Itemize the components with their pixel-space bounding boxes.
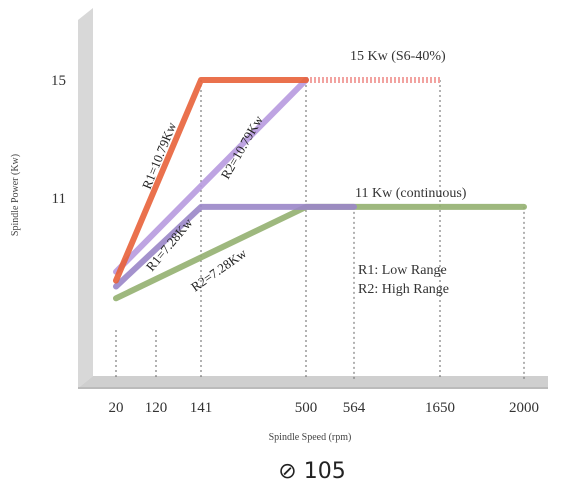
x-tick-500: 500: [295, 400, 318, 416]
annotation-r1-range: R1: Low Range: [358, 263, 447, 278]
x-tick-564: 564: [343, 400, 366, 416]
x-tick-120: 120: [145, 400, 168, 416]
chart-frame-left: [78, 8, 93, 388]
x-axis-label: Spindle Speed (rpm): [269, 432, 352, 443]
annotation-r2-range: R2: High Range: [358, 282, 449, 297]
x-tick-labels: 20 120 141 500 564 1650 2000: [109, 400, 540, 416]
y-tick-15: 15: [51, 73, 66, 89]
gridlines: [115, 80, 525, 380]
y-tick-11: 11: [52, 191, 66, 207]
series-line-1: [113, 77, 309, 275]
series-line-2: [113, 203, 357, 290]
x-tick-2000: 2000: [509, 400, 539, 416]
annotation-15kw: 15 Kw (S6-40%): [350, 49, 446, 64]
x-tick-20: 20: [109, 400, 124, 416]
chart-frame-bottom: [78, 376, 548, 388]
y-axis-label: Spindle Power (Kw): [10, 154, 21, 236]
series-line-3: [113, 203, 527, 302]
series-label-r2-728: R2=7.28Kw: [188, 245, 250, 294]
x-tick-1650: 1650: [425, 400, 455, 416]
series-line-0: [113, 77, 309, 284]
series-layer: [113, 77, 527, 302]
annotation-11kw: 11 Kw (continuous): [355, 186, 467, 201]
x-tick-141: 141: [190, 400, 213, 416]
series-label-r2-1079: R2=10.79Kw: [218, 112, 267, 181]
footer-label: ⊘ 105: [278, 459, 345, 484]
